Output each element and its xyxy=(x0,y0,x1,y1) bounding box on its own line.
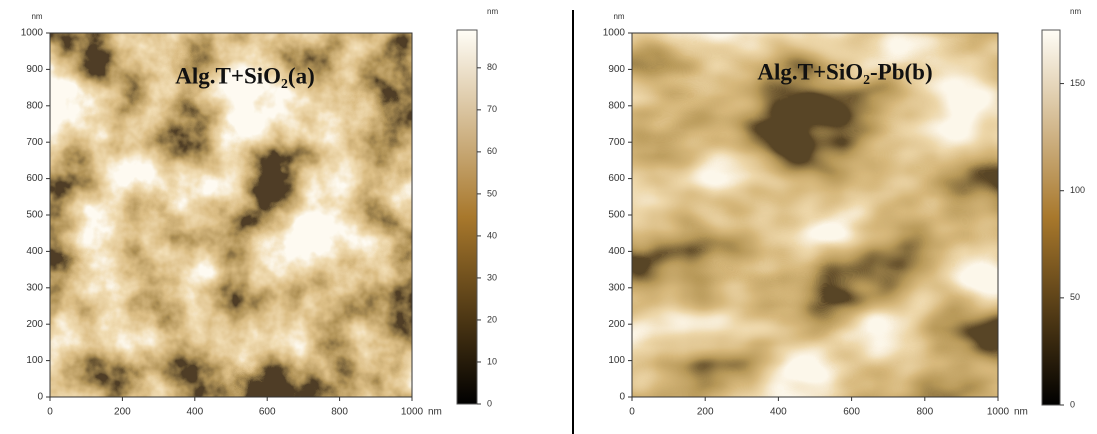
colorbar-tick-label: 0 xyxy=(487,398,492,408)
y-tick-label: 600 xyxy=(26,173,43,184)
x-tick-label: 1000 xyxy=(987,407,1010,418)
y-tick-label: 400 xyxy=(608,246,625,257)
x-tick-label: 600 xyxy=(843,407,860,418)
x-tick-label: 200 xyxy=(114,407,131,418)
x-tick-label: 0 xyxy=(629,407,635,418)
colorbar-tick-label: 30 xyxy=(487,272,497,282)
colorbar-tick-label: 150 xyxy=(1070,78,1085,88)
x-tick-label: 400 xyxy=(186,407,203,418)
y-tick-label: 300 xyxy=(608,282,625,293)
colorbar-tick-label: 50 xyxy=(487,188,497,198)
panel-title: Alg.T+SiO₂(a) xyxy=(175,63,314,88)
x-unit: nm xyxy=(1014,407,1028,418)
y-tick-label: 200 xyxy=(26,319,43,330)
y-tick-label: 500 xyxy=(26,210,43,221)
height-map xyxy=(50,33,412,397)
x-tick-label: 400 xyxy=(770,407,787,418)
y-tick-label: 700 xyxy=(608,137,625,148)
y-tick-label: 400 xyxy=(26,246,43,257)
y-tick-label: 100 xyxy=(608,355,625,366)
y-tick-label: 600 xyxy=(608,173,625,184)
y-tick-label: 1000 xyxy=(21,28,44,39)
colorbar-tick-label: 60 xyxy=(487,146,497,156)
y-unit: nm xyxy=(613,12,624,21)
colorbar-unit: nm xyxy=(487,7,498,16)
colorbar-tick-label: 0 xyxy=(1070,399,1075,409)
y-tick-label: 900 xyxy=(608,64,625,75)
colorbar-tick-label: 40 xyxy=(487,230,497,240)
height-map xyxy=(632,33,998,397)
x-tick-label: 200 xyxy=(697,407,714,418)
y-tick-label: 700 xyxy=(26,137,43,148)
y-tick-label: 500 xyxy=(608,210,625,221)
y-tick-label: 0 xyxy=(619,392,625,403)
colorbar-tick-label: 50 xyxy=(1070,292,1080,302)
x-tick-label: 1000 xyxy=(401,407,424,418)
x-tick-label: 600 xyxy=(259,407,276,418)
colorbar-tick-label: 80 xyxy=(487,62,497,72)
y-unit: nm xyxy=(31,12,42,21)
x-tick-label: 800 xyxy=(331,407,348,418)
y-tick-label: 1000 xyxy=(603,28,626,39)
colorbar xyxy=(1041,29,1061,406)
x-unit: nm xyxy=(428,407,442,418)
y-tick-label: 0 xyxy=(37,392,43,403)
x-tick-label: 0 xyxy=(47,407,53,418)
colorbar-tick-label: 100 xyxy=(1070,185,1085,195)
y-tick-label: 800 xyxy=(608,100,625,111)
colorbar-unit: nm xyxy=(1070,7,1081,16)
colorbar-tick-label: 70 xyxy=(487,104,497,114)
colorbar-tick-label: 20 xyxy=(487,314,497,324)
colorbar xyxy=(456,29,478,405)
colorbar-tick-label: 10 xyxy=(487,356,497,366)
y-tick-label: 200 xyxy=(608,319,625,330)
x-tick-label: 800 xyxy=(916,407,933,418)
y-tick-label: 900 xyxy=(26,64,43,75)
panel-title: Alg.T+SiO₂-Pb(b) xyxy=(757,59,932,84)
y-tick-label: 100 xyxy=(26,355,43,366)
y-tick-label: 800 xyxy=(26,100,43,111)
y-tick-label: 300 xyxy=(26,282,43,293)
